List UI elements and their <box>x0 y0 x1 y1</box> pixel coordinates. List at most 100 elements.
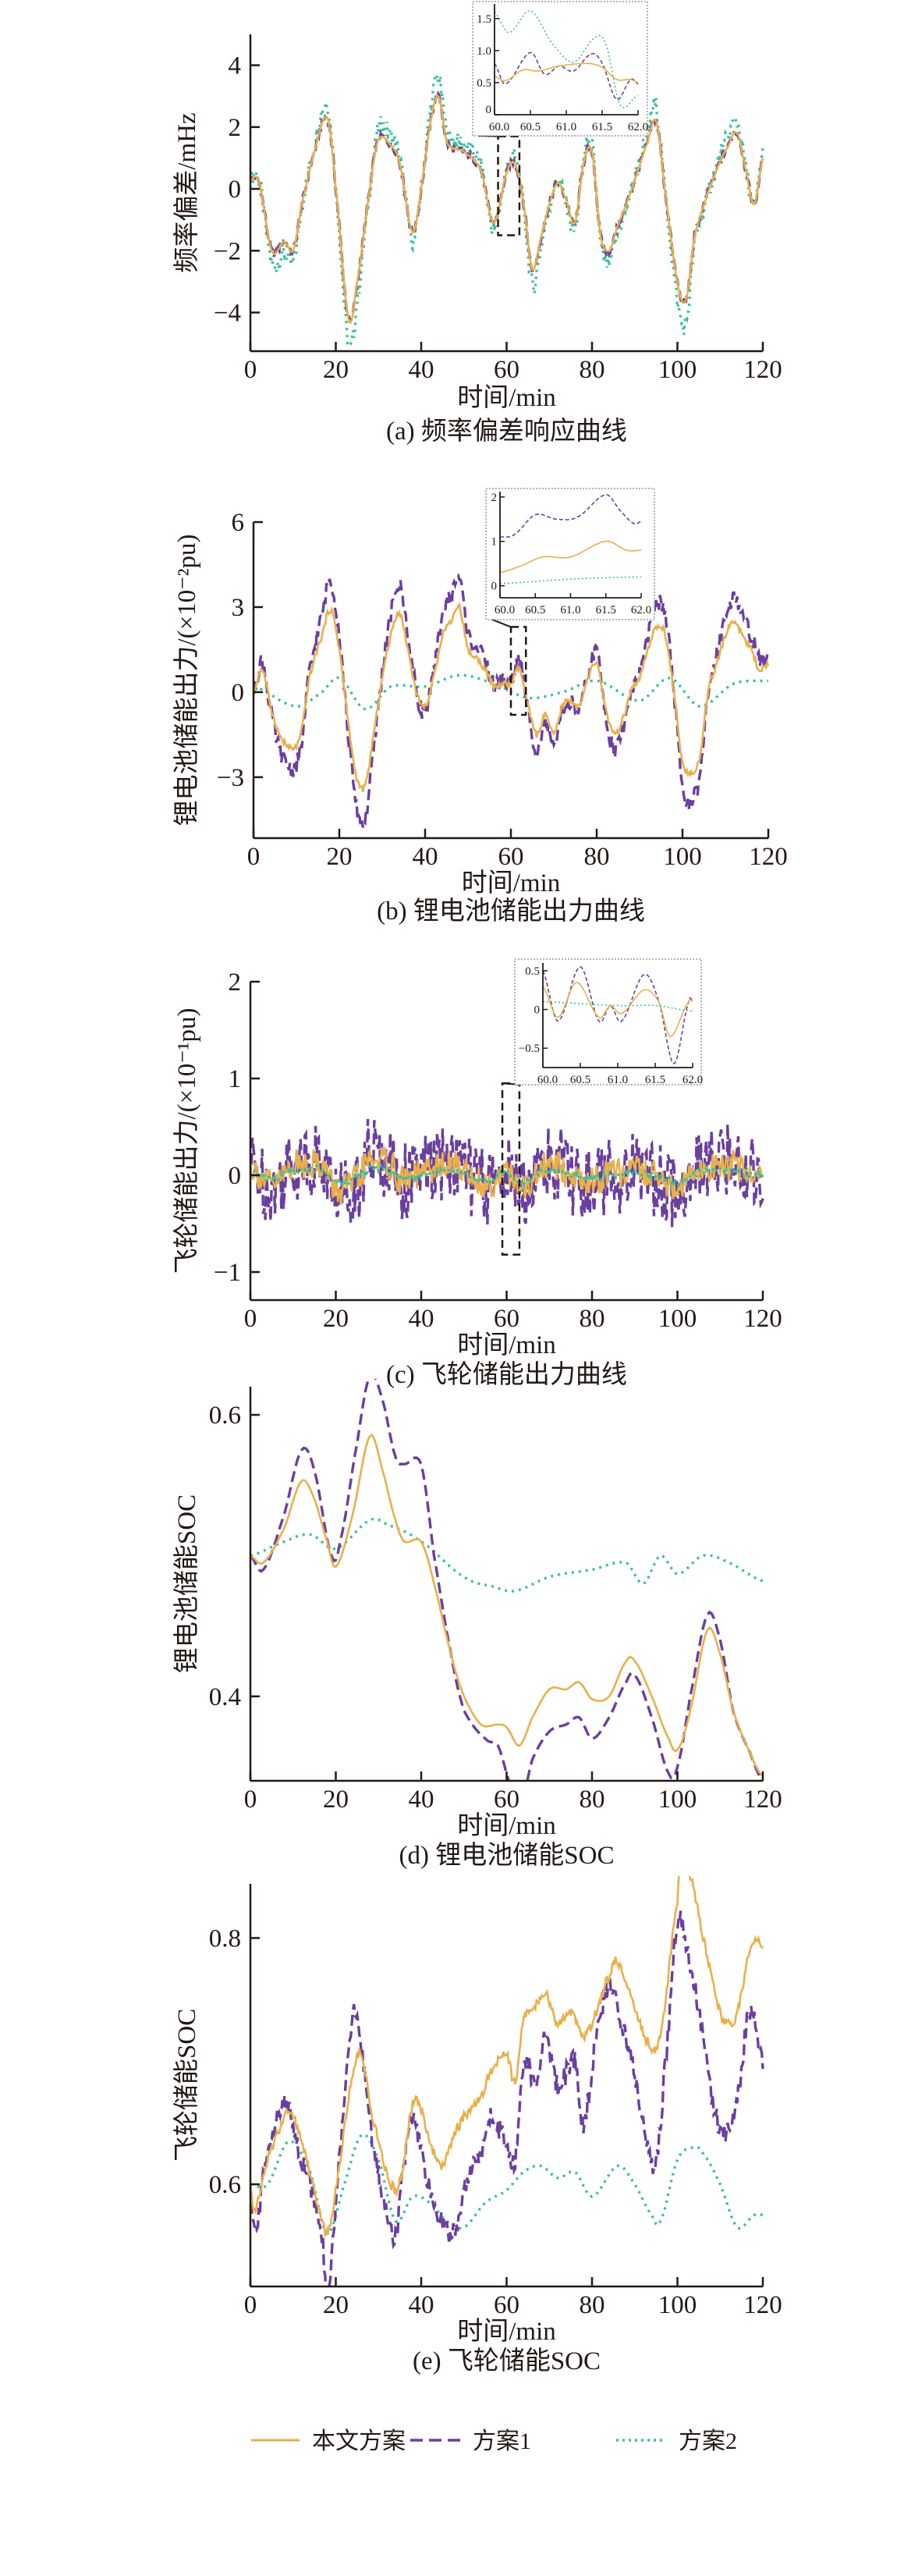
inset-y-tick-label: −0.5 <box>519 1043 540 1055</box>
x-tick-label: 80 <box>584 843 610 871</box>
inset-series-line-ours <box>499 540 642 574</box>
x-tick-label: 80 <box>580 1305 605 1333</box>
x-tick-label: 100 <box>658 1305 697 1333</box>
x-tick-label: 0 <box>247 843 261 871</box>
y-axis-label: 飞轮储能SOC <box>172 2009 201 2162</box>
legend-label-scheme2: 方案2 <box>679 2429 737 2454</box>
x-tick-label: 0 <box>244 1305 257 1333</box>
x-tick-label: 40 <box>409 1305 434 1333</box>
x-tick-label: 20 <box>323 1785 349 1814</box>
x-tick-label: 120 <box>743 1305 782 1333</box>
inset-series-line-ours <box>542 982 693 1038</box>
y-tick-label: 3 <box>232 594 245 622</box>
x-tick-label: 20 <box>323 1305 349 1333</box>
y-tick-label: 1 <box>229 1065 242 1093</box>
y-tick-label: 0.6 <box>209 2171 241 2199</box>
inset-y-tick-label: 0 <box>486 104 492 116</box>
inset-y-tick-label: 2 <box>491 492 498 504</box>
y-axis-label: 频率偏差/mHz <box>172 112 201 272</box>
y-tick-label: 0.4 <box>209 1683 241 1711</box>
legend: 本文方案 方案1 方案2 <box>251 2429 737 2454</box>
inset-y-tick-label: 1.0 <box>477 45 491 58</box>
x-axis-label: 时间/min <box>457 2318 556 2346</box>
legend-label-ours: 本文方案 <box>312 2429 406 2454</box>
x-tick-label: 100 <box>658 356 697 384</box>
y-tick-label: −4 <box>214 299 241 327</box>
x-tick-label: 0 <box>244 2291 257 2319</box>
y-axis-label: 锂电池储能出力/(×10⁻²pu) <box>172 534 201 826</box>
y-tick-label: −3 <box>217 764 244 792</box>
zoom-connector-line <box>478 135 498 137</box>
x-tick-label: 100 <box>658 2291 697 2319</box>
x-tick-label: 20 <box>323 2291 349 2319</box>
inset-x-tick-label: 60.0 <box>495 604 515 616</box>
inset-series-line-scheme2 <box>499 576 641 584</box>
x-tick-label: 20 <box>327 843 353 871</box>
chart-caption: (d) 锂电池储能SOC <box>399 1841 615 1870</box>
inset-x-tick-label: 62.0 <box>628 121 648 133</box>
series-line-scheme1 <box>250 1910 764 2286</box>
y-axis-label: 飞轮储能出力/(×10⁻¹pu) <box>172 1007 201 1274</box>
x-tick-label: 80 <box>580 356 605 384</box>
series-line-scheme1 <box>250 1118 764 1228</box>
inset-frame <box>485 488 655 620</box>
y-tick-label: 0.8 <box>209 1924 241 1952</box>
inset-chart: 60.0 60.5 61.0 61.5 62.0 −0.5 0 0.5 <box>514 958 703 1086</box>
zoom-region-box <box>497 135 521 236</box>
series-line-ours <box>250 1434 764 1778</box>
series-line-scheme2 <box>250 1161 764 1189</box>
series-line-ours <box>250 94 764 324</box>
chart-caption: (e) 飞轮储能SOC <box>413 2347 601 2375</box>
y-tick-label: −1 <box>214 1259 241 1287</box>
inset-frame <box>472 1 648 137</box>
x-axis-label: 时间/min <box>457 384 556 412</box>
inset-x-tick-label: 61.5 <box>645 1074 665 1086</box>
x-axis-label: 时间/min <box>462 869 561 897</box>
inset-x-tick-label: 60.0 <box>537 1074 558 1086</box>
inset-x-tick-label: 61.0 <box>608 1074 628 1086</box>
inset-series-line-ours <box>494 62 639 83</box>
x-tick-label: 40 <box>413 843 438 871</box>
series-line-scheme1 <box>250 1379 764 1781</box>
x-tick-label: 120 <box>743 356 782 384</box>
legend-label-scheme1: 方案1 <box>473 2429 531 2454</box>
y-tick-label: 0 <box>232 679 245 707</box>
series-line-scheme2 <box>250 2133 764 2236</box>
x-tick-label: 80 <box>580 2291 605 2319</box>
inset-x-tick-label: 62.0 <box>682 1074 703 1086</box>
inset-series-line-scheme1 <box>494 52 639 101</box>
chart-caption: (b) 锂电池储能出力曲线 <box>377 897 645 926</box>
inset-series-line-scheme1 <box>499 494 642 538</box>
x-tick-label: 120 <box>749 843 788 871</box>
x-tick-label: 100 <box>658 1785 697 1814</box>
y-tick-label: 2 <box>229 114 242 142</box>
x-tick-label: 80 <box>580 1785 605 1814</box>
x-tick-label: 20 <box>323 356 349 384</box>
inset-y-tick-label: 0 <box>534 1004 541 1017</box>
inset-y-tick-label: 1 <box>491 536 498 549</box>
x-axis-label: 时间/min <box>457 1331 556 1359</box>
zoom-region-box <box>501 1082 521 1256</box>
x-tick-label: 60 <box>498 843 524 871</box>
inset-series-line-scheme2 <box>494 10 639 108</box>
series-line-ours <box>254 602 770 792</box>
chart-panel-e: 0 20 40 60 80 100 120 0.6 0.8 时间/min(e) 飞轮储能SOC 飞轮… <box>172 1876 782 2375</box>
x-tick-label: 120 <box>743 2291 782 2319</box>
inset-x-tick-label: 61.5 <box>592 121 612 133</box>
inset-y-tick-label: 0.5 <box>525 965 540 978</box>
x-tick-label: 40 <box>409 2291 434 2319</box>
inset-chart: 60.0 60.5 61.0 61.5 62.0 0 1 2 <box>485 488 655 620</box>
inset-x-tick-label: 61.0 <box>556 121 576 133</box>
x-axis-label: 时间/min <box>457 1812 556 1840</box>
chart-caption: (c) 飞轮储能出力曲线 <box>386 1360 627 1389</box>
x-tick-label: 40 <box>409 356 434 384</box>
y-tick-label: −2 <box>214 237 241 265</box>
series-line-scheme2 <box>250 1517 764 1593</box>
inset-x-tick-label: 60.5 <box>520 121 541 133</box>
inset-series-line-scheme2 <box>542 1000 693 1012</box>
x-tick-label: 40 <box>409 1785 434 1814</box>
inset-y-tick-label: 0 <box>491 581 498 593</box>
inset-x-tick-label: 61.5 <box>596 604 616 616</box>
inset-x-tick-label: 60.5 <box>525 604 545 616</box>
